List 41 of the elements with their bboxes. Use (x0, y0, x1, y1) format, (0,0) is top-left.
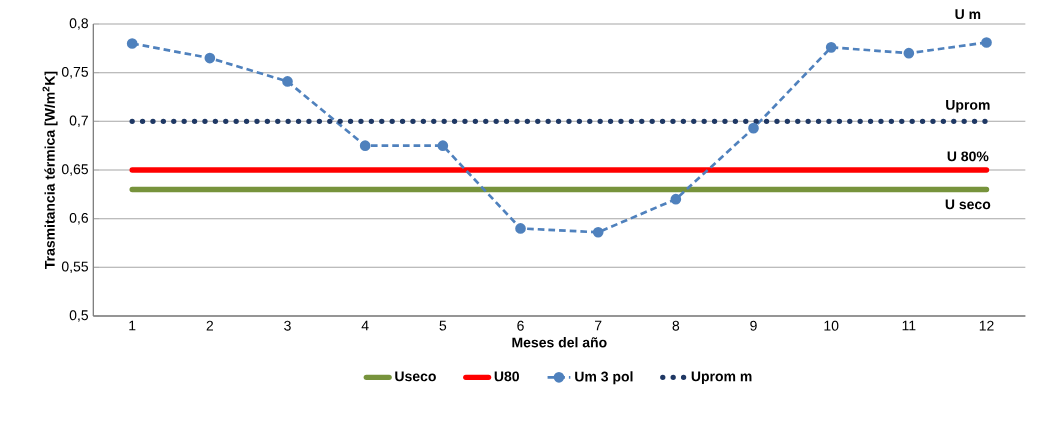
x-tick-label: 10 (824, 320, 839, 331)
legend-label: U80 (494, 371, 519, 382)
point (592, 226, 604, 238)
y-tick-label: 0,7 (69, 115, 88, 128)
point (748, 122, 759, 134)
point (204, 52, 216, 64)
point (903, 47, 915, 59)
y-axis-title: Trasmitancia térmica [W/m$^{2}$K] (42, 71, 58, 269)
x-tick-label: 12 (979, 320, 994, 331)
annotation: U 80% (947, 151, 989, 162)
point (437, 140, 449, 151)
x-tick-label: 11 (902, 320, 916, 331)
y-tick-label: 0,8 (69, 18, 89, 30)
legend-label: Um 3 pol (575, 371, 633, 385)
x-tick-label: 7 (594, 320, 602, 331)
point (515, 223, 526, 234)
point (126, 38, 138, 49)
legend-label: Useco (395, 371, 436, 382)
point (282, 76, 293, 87)
point (670, 193, 682, 205)
y-tick-label: 0,6 (69, 212, 89, 225)
annotation: U seco (945, 199, 991, 210)
x-tick-label: 3 (284, 320, 291, 331)
x-tick-label: 2 (206, 320, 214, 331)
x-tick-label: 9 (750, 320, 757, 331)
y-tick-label: 0,55 (61, 261, 89, 274)
y-tick-label: 0,5 (69, 310, 89, 322)
annotation: U m (955, 9, 981, 20)
y-tick-label: 0,75 (61, 66, 89, 79)
x-tick-label: 1 (129, 320, 136, 331)
point (825, 42, 837, 53)
point (359, 140, 371, 151)
y-tick-label: 0,65 (61, 164, 89, 176)
annotation: Uprom (946, 100, 990, 113)
x-tick-label: 4 (361, 320, 369, 331)
legend-label: Uprom m (691, 371, 752, 385)
x-axis-title: Meses del año (512, 337, 607, 348)
x-tick-label: 8 (672, 320, 680, 331)
x-tick-label: 5 (439, 320, 447, 331)
x-tick-label: 6 (517, 320, 524, 331)
point (981, 37, 992, 48)
